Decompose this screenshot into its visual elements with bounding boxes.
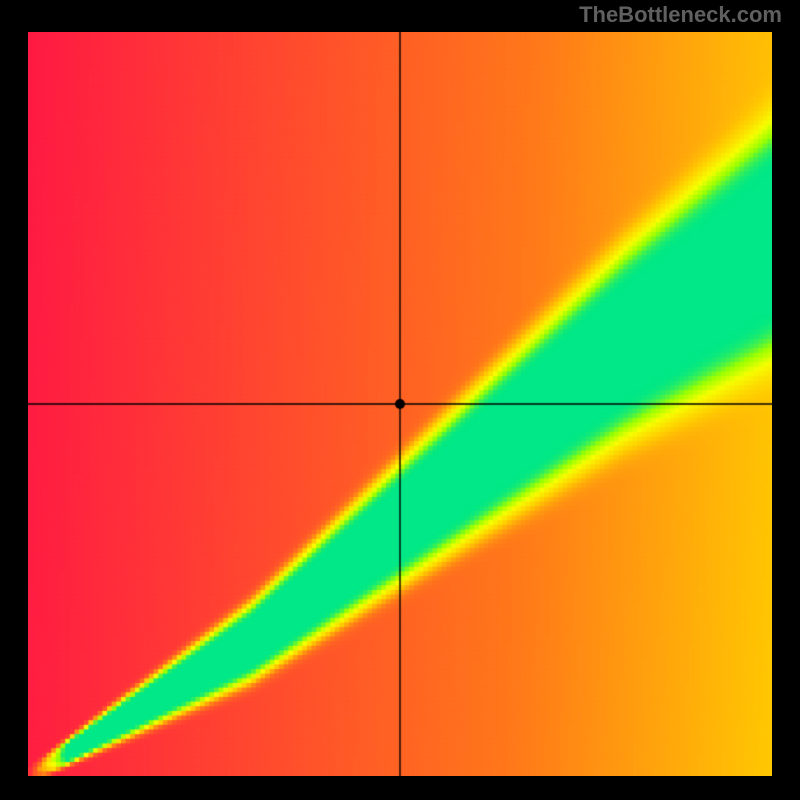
chart-container: TheBottleneck.com xyxy=(0,0,800,800)
watermark-text: TheBottleneck.com xyxy=(579,2,782,28)
bottleneck-heatmap xyxy=(28,32,772,776)
